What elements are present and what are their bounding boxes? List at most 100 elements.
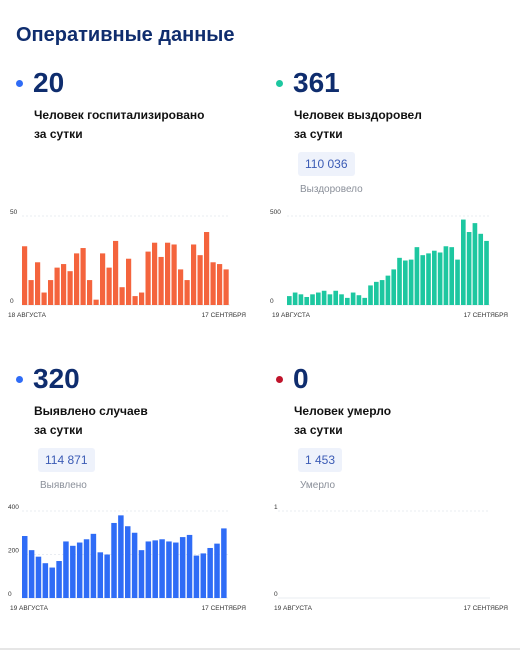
chart-bar: [93, 299, 99, 305]
chart-bar: [200, 553, 207, 598]
chart-bar: [22, 536, 28, 598]
y-tick-label: 50: [10, 209, 18, 216]
cases-dot-icon: [16, 375, 23, 383]
chart-bar: [22, 246, 28, 305]
chart-bar: [145, 251, 151, 305]
chart-bar: [221, 528, 227, 598]
chart-bar: [159, 539, 165, 598]
chart-bar: [111, 522, 117, 598]
chart-bar: [113, 240, 119, 305]
y-tick-label: 0: [274, 591, 278, 598]
chart-bar: [87, 280, 93, 305]
y-tick-label: 1: [274, 504, 278, 511]
cases-value: 320: [33, 363, 80, 394]
chart-bar: [437, 252, 443, 305]
chart-bar: [403, 260, 408, 305]
cases-headline: 320: [16, 364, 80, 394]
cases-total-badge: 114 871: [38, 448, 95, 472]
recovered-headline: 361: [276, 68, 340, 98]
chart-bar: [61, 264, 67, 305]
chart-bar: [432, 250, 437, 305]
hospitalized-desc-line1: Человек госпитализировано: [34, 108, 205, 122]
chart-bar: [420, 255, 426, 305]
chart-bar: [339, 294, 344, 305]
footer-divider: [0, 648, 520, 650]
chart-bar: [41, 292, 47, 305]
chart-bar: [356, 295, 362, 305]
chart-bar: [48, 280, 54, 305]
chart-bar: [292, 292, 298, 305]
deaths-total-badge: 1 453: [298, 448, 343, 472]
recovered-description: Человек выздоровел за сутки: [294, 106, 494, 144]
hospitalized-desc-line2: за сутки: [34, 127, 83, 141]
chart-bar: [397, 257, 402, 305]
chart-bar: [42, 563, 49, 598]
chart-bar: [90, 533, 97, 598]
chart-bar: [217, 264, 223, 305]
chart-bar: [321, 290, 327, 305]
chart-bar: [118, 515, 124, 598]
recovered-card: 361 Человек выздоровел за сутки 110 036 …: [276, 68, 520, 318]
deaths-desc-line2: за сутки: [294, 423, 343, 437]
chart-bar: [345, 297, 350, 305]
chart-bar: [63, 541, 69, 598]
chart-bar: [126, 258, 132, 305]
hospitalized-value: 20: [33, 67, 65, 98]
x-start-label: 19 АВГУСТА: [272, 312, 311, 319]
chart-bar: [287, 296, 292, 305]
chart-bar: [166, 541, 172, 598]
chart-bar: [210, 262, 216, 305]
chart-bar: [350, 292, 356, 305]
chart-bar: [49, 567, 55, 598]
chart-bar: [316, 292, 321, 305]
page-title: Оперативные данные: [16, 24, 235, 46]
deaths-desc-line1: Человек умерло: [294, 404, 392, 418]
chart-bar: [76, 542, 83, 598]
x-start-label: 19 АВГУСТА: [274, 605, 313, 612]
deaths-dot-icon: [276, 375, 283, 383]
y-tick-label: 400: [8, 504, 19, 511]
chart-bar: [466, 232, 472, 305]
hospitalized-description: Человек госпитализировано за сутки: [34, 106, 234, 144]
chart-bar: [193, 555, 200, 598]
chart-bar: [80, 248, 86, 305]
chart-bar: [186, 534, 193, 598]
chart-bar: [54, 267, 60, 305]
chart-bar: [197, 255, 203, 305]
chart-bar: [100, 253, 106, 305]
x-end-label: 17 СЕНТЯБРЯ: [202, 312, 247, 319]
recovered-desc-line1: Человек выздоровел: [294, 108, 422, 122]
recovered-total-badge: 110 036: [298, 152, 355, 176]
chart-bar: [28, 280, 34, 305]
cases-chart: 400 200 0 19 АВГУСТА 17 СЕНТЯБРЯ: [8, 504, 246, 612]
chart-bar: [191, 244, 197, 305]
chart-bar: [165, 242, 171, 305]
chart-bar: [333, 290, 339, 305]
y-tick-label: 500: [270, 209, 281, 216]
chart-bar: [327, 294, 333, 305]
chart-bar: [179, 537, 186, 598]
chart-bar: [173, 542, 179, 598]
chart-bar: [204, 232, 210, 305]
chart-bar: [385, 275, 391, 305]
chart-bar: [310, 294, 315, 305]
hospitalized-card: 20 Человек госпитализировано за сутки: [16, 68, 266, 318]
cases-description: Выявлено случаев за сутки: [34, 402, 234, 440]
chart-bar: [106, 267, 112, 305]
chart-bar: [132, 296, 138, 305]
chart-bar: [125, 526, 131, 598]
chart-bar: [28, 550, 35, 598]
hospitalized-headline: 20: [16, 68, 64, 98]
chart-bar: [368, 285, 373, 305]
chart-bar: [74, 253, 80, 305]
recovered-desc-line2: за сутки: [294, 127, 343, 141]
recovered-dot-icon: [276, 79, 283, 87]
recovered-total-label: Выздоровело: [300, 184, 363, 195]
chart-bar: [139, 292, 145, 305]
chart-bar: [67, 271, 73, 305]
chart-bar: [443, 246, 449, 305]
chart-bar: [472, 223, 478, 305]
chart-bar: [379, 280, 385, 305]
cases-total-label: Выявлено: [40, 480, 87, 491]
recovered-chart: 500 0 19 АВГУСТА 17 СЕНТЯБРЯ: [270, 209, 508, 319]
